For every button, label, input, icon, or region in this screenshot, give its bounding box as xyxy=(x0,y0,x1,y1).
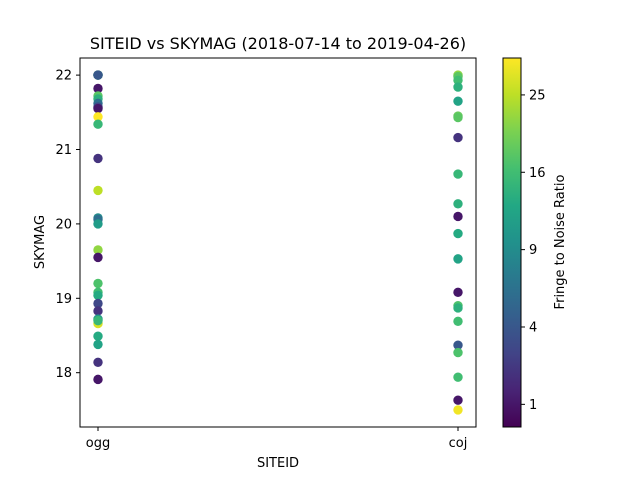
data-point xyxy=(453,405,463,415)
data-point xyxy=(93,252,103,263)
data-point xyxy=(453,169,463,179)
y-tick-label: 22 xyxy=(55,69,72,84)
colorbar-tick-label: 25 xyxy=(529,88,546,103)
data-point xyxy=(93,219,103,229)
x-axis: ogg coj xyxy=(86,427,468,451)
data-point xyxy=(453,82,463,92)
plot-area: 18 19 20 21 22 ogg coj xyxy=(55,57,477,451)
colorbar-tick-label: 16 xyxy=(529,166,546,181)
data-point xyxy=(453,254,463,264)
data-point xyxy=(93,245,103,255)
data-point xyxy=(93,306,103,316)
x-axis-label: SITEID xyxy=(257,456,299,471)
data-point xyxy=(453,340,463,350)
data-point xyxy=(453,112,463,123)
data-point xyxy=(93,331,103,341)
y-tick-label: 21 xyxy=(55,143,72,158)
y-axis: 18 19 20 21 22 xyxy=(55,69,80,381)
data-point xyxy=(453,211,463,222)
colorbar-tick-label: 9 xyxy=(529,243,537,258)
colorbar-tick-label: 1 xyxy=(529,398,537,413)
data-point xyxy=(453,199,463,209)
data-point xyxy=(93,374,103,385)
data-point xyxy=(93,83,103,94)
colorbar-tick-label: 4 xyxy=(529,320,537,335)
data-point xyxy=(93,357,103,367)
data-point xyxy=(453,132,463,143)
data-point xyxy=(93,339,103,350)
y-tick-label: 18 xyxy=(55,366,72,381)
colorbar: 1 4 9 16 25 Fringe to Noise Ratio xyxy=(502,57,568,428)
plot-frame xyxy=(79,57,477,428)
y-tick-label: 20 xyxy=(55,217,72,232)
colorbar-label: Fringe to Noise Ratio xyxy=(553,175,568,310)
y-axis-label: SKYMAG xyxy=(33,215,48,269)
data-point xyxy=(93,153,103,164)
data-point xyxy=(93,278,103,289)
colorbar-gradient xyxy=(502,57,522,428)
x-tick-label: ogg xyxy=(86,436,110,451)
points-layer xyxy=(93,70,463,415)
data-point xyxy=(453,372,463,382)
data-point xyxy=(453,395,463,405)
data-point xyxy=(93,298,103,309)
data-point xyxy=(453,316,463,327)
data-point xyxy=(93,112,103,122)
data-point xyxy=(93,185,103,196)
x-tick-label: coj xyxy=(449,436,468,451)
data-point xyxy=(93,315,103,326)
data-point xyxy=(453,75,463,86)
y-tick-label: 19 xyxy=(55,292,72,307)
data-point xyxy=(453,347,463,358)
data-point xyxy=(453,96,463,106)
data-point xyxy=(453,228,463,239)
data-point xyxy=(93,103,103,114)
chart-title: SITEID vs SKYMAG (2018-07-14 to 2019-04-… xyxy=(90,34,466,53)
data-point xyxy=(93,70,103,80)
colorbar-ticks: 1 4 9 16 25 xyxy=(521,88,546,413)
data-point xyxy=(93,290,103,301)
data-point xyxy=(453,287,463,298)
data-point xyxy=(453,303,463,313)
data-point xyxy=(93,119,103,129)
